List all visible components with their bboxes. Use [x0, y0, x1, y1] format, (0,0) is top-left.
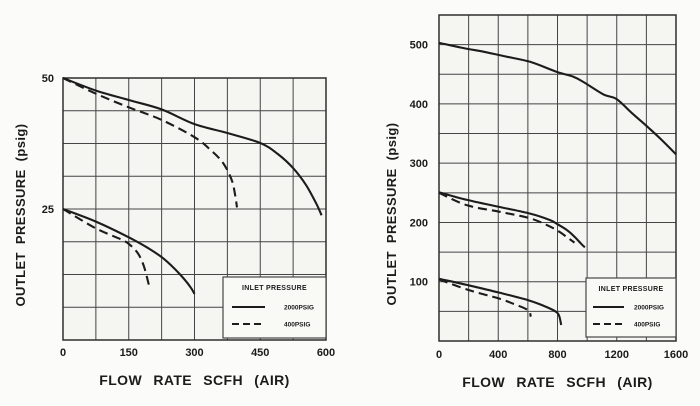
left-chart-legend-entry-label: 2000PSIG: [284, 305, 314, 312]
svg-text:0: 0: [60, 347, 66, 359]
left-chart-series-inlet-400psig-set-25: [62, 208, 150, 286]
left-chart-series-inlet-2000psig-set-50: [62, 77, 323, 216]
svg-text:25: 25: [42, 204, 54, 216]
left-chart-series-inlet-2000psig-set-25: [62, 208, 196, 295]
svg-text:400: 400: [489, 349, 507, 361]
left-chart-legend-entry-label: 400PSIG: [284, 322, 310, 329]
svg-text:600: 600: [317, 347, 335, 359]
right-chart-legend-title: INLET PRESSURE: [599, 286, 664, 293]
right-chart-legend-entry-label: 400PSIG: [634, 322, 660, 329]
svg-text:1200: 1200: [605, 349, 629, 361]
svg-text:300: 300: [410, 158, 428, 170]
left-chart-x-tick-labels: 0 150 300 450 600: [60, 347, 335, 359]
right-chart-series-inlet-400psig-set-100: [438, 278, 532, 318]
right-chart: 0 400 800 1200 1600 100 200 300 400 500 INLET PRES…: [410, 14, 688, 361]
svg-text:150: 150: [120, 347, 138, 359]
right-chart-legend: INLET PRESSURE 2000PSIG 400PSIG: [585, 277, 677, 338]
svg-text:400: 400: [410, 99, 428, 111]
right-chart-y-tick-labels: 100 200 300 400 500: [410, 40, 428, 289]
right-chart-x-tick-labels: 0 400 800 1200 1600: [436, 349, 688, 361]
svg-text:0: 0: [436, 349, 442, 361]
right-chart-series-inlet-400psig-set-250: [438, 191, 576, 244]
right-chart-y-axis-title: OUTLET PRESSURE (psig): [384, 122, 399, 306]
left-chart-y-axis-title: OUTLET PRESSURE (psig): [13, 123, 28, 307]
svg-text:200: 200: [410, 217, 428, 229]
right-chart-legend-entry-label: 2000PSIG: [634, 305, 664, 312]
svg-text:450: 450: [251, 347, 269, 359]
left-chart-grid: [63, 78, 326, 340]
left-chart-legend: INLET PRESSURE 2000PSIG 400PSIG: [222, 276, 327, 339]
right-chart-border: [438, 14, 677, 342]
right-chart-series-inlet-2000psig-set-500: [438, 41, 677, 156]
svg-text:50: 50: [42, 73, 54, 85]
left-chart-x-axis-title: FLOW RATE SCFH (AIR): [99, 372, 290, 388]
left-chart: 0 150 300 450 600 25 50 INLET PRESSURE 2000PSIG 4…: [42, 73, 335, 359]
right-chart-x-axis-title: FLOW RATE SCFH (AIR): [462, 374, 653, 390]
svg-text:800: 800: [548, 349, 566, 361]
right-chart-series-inlet-2000psig-set-250: [438, 191, 586, 249]
svg-text:300: 300: [185, 347, 203, 359]
left-chart-y-tick-labels: 25 50: [42, 73, 54, 216]
left-chart-series-inlet-400psig-set-50: [62, 77, 239, 208]
left-chart-legend-title: INLET PRESSURE: [242, 285, 307, 292]
right-chart-series-inlet-2000psig-set-100: [438, 277, 563, 326]
svg-text:500: 500: [410, 40, 428, 52]
svg-text:1600: 1600: [664, 349, 688, 361]
svg-text:100: 100: [410, 277, 428, 289]
